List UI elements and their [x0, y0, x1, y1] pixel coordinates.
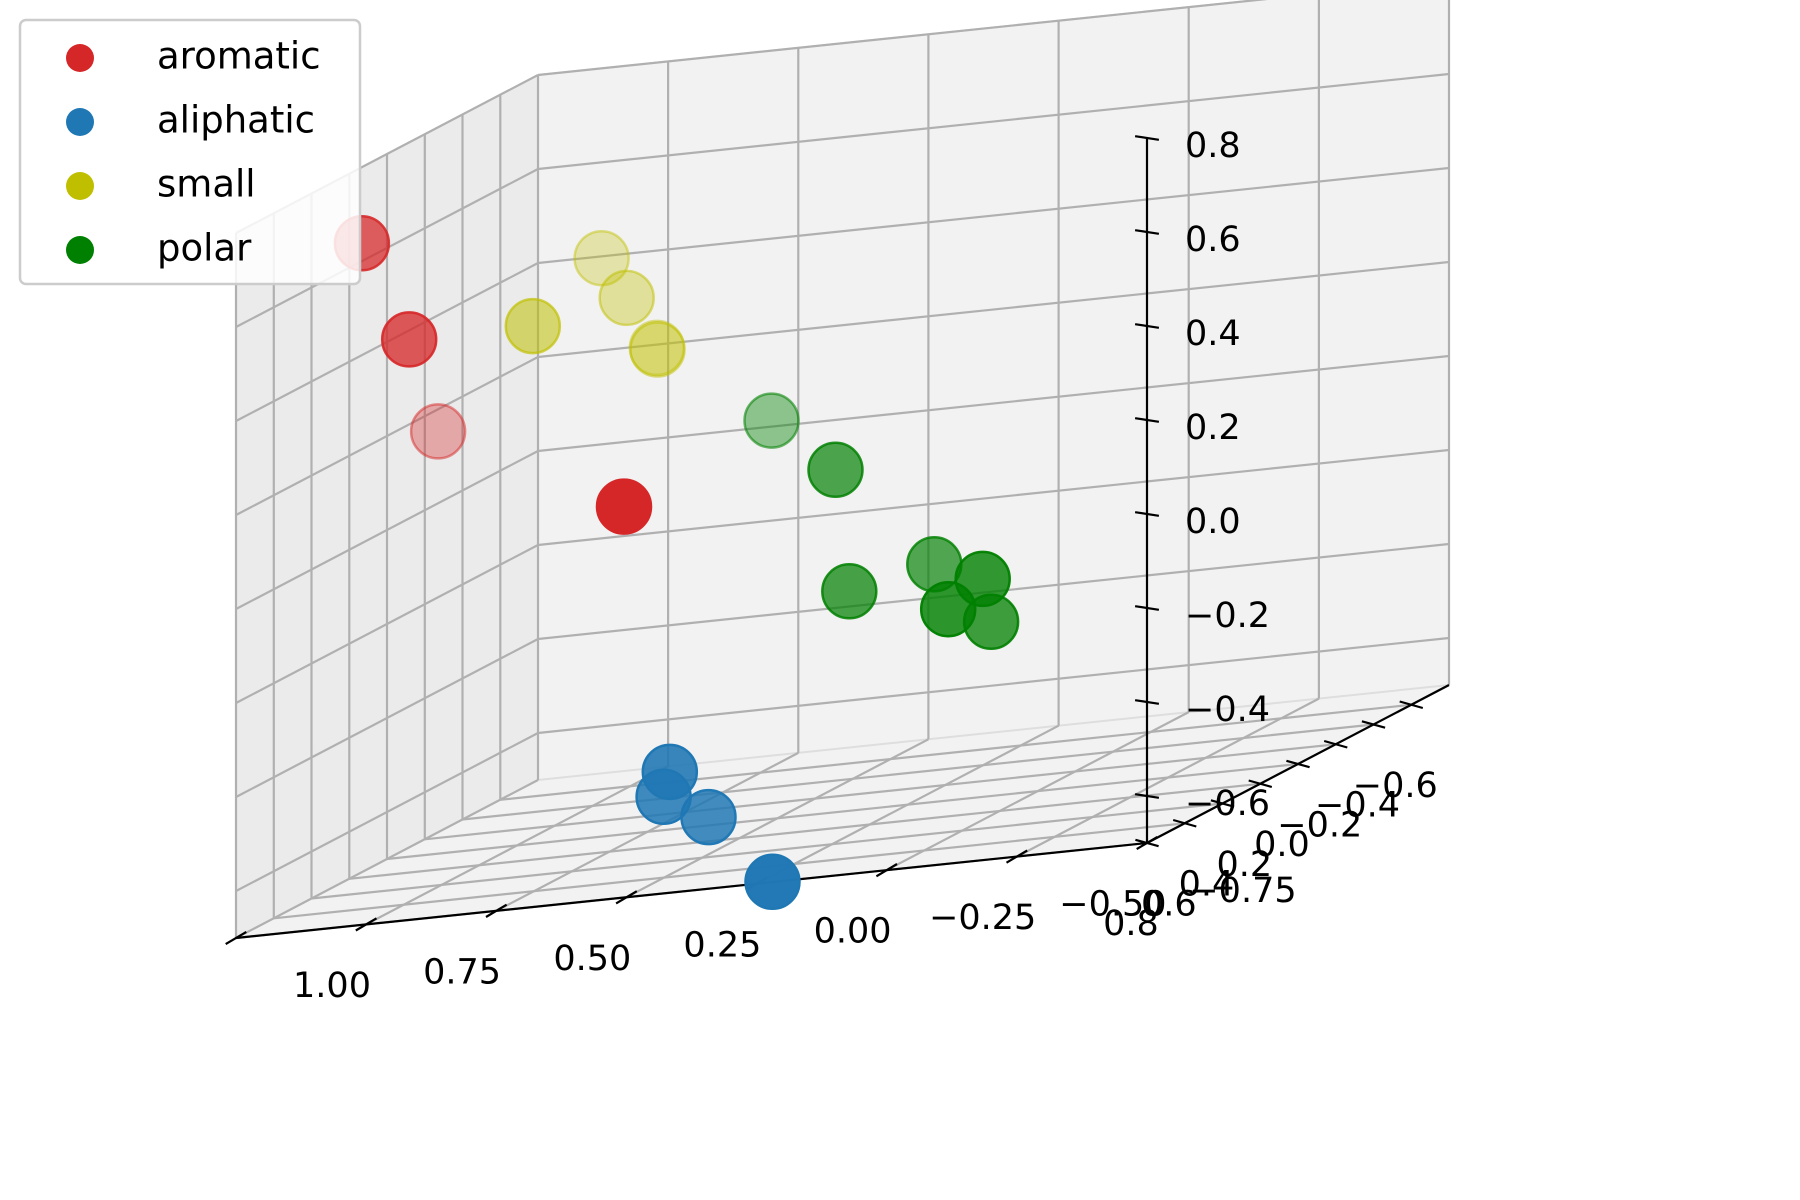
x-axis-tick — [1172, 818, 1197, 828]
legend-marker-aliphatic — [66, 108, 94, 136]
y-gridline — [625, 738, 929, 899]
z-axis-tick — [1134, 511, 1160, 517]
y-axis-tick — [615, 890, 638, 905]
z-axis-tick — [1134, 229, 1160, 235]
legend-label-polar: polar — [157, 227, 252, 270]
axis-lines: −0.6−0.4−0.20.00.20.40.60.8−0.75−0.50−0.… — [225, 126, 1450, 1006]
x-axis-tick-label: −0.4 — [1315, 786, 1400, 826]
y-axis-tick — [1005, 849, 1028, 864]
data-point-aliphatic — [744, 853, 801, 911]
z-gridline — [537, 166, 1450, 265]
x-gridline — [273, 822, 1185, 920]
z-gridline — [537, 354, 1450, 453]
y-gridline — [235, 779, 539, 939]
y-axis-tick — [225, 930, 247, 946]
x-axis-tick — [1248, 779, 1273, 789]
x-axis-tick — [1286, 759, 1310, 769]
z-axis-tick-label: 0.0 — [1185, 502, 1241, 542]
y-axis-tick — [1136, 835, 1158, 851]
z-gridline — [537, 0, 1268, 77]
z-axis-tick — [1134, 417, 1160, 423]
grid-lines — [234, 0, 1451, 940]
y-axis-tick-label: 0.50 — [553, 939, 631, 979]
data-point-aliphatic — [641, 743, 699, 801]
legend-marker-aromatic — [66, 44, 94, 72]
x-axis-tick-label: 0.8 — [1103, 904, 1159, 944]
z-axis-tick — [1134, 605, 1160, 611]
x-axis-tick — [1323, 739, 1348, 749]
data-points — [333, 215, 1020, 911]
x-gridline — [311, 802, 1223, 900]
legend-label-aromatic: aromatic — [157, 35, 321, 78]
y-gridline — [365, 765, 669, 926]
x-axis-tick-label: −0.6 — [1353, 766, 1438, 806]
y-axis-tick-label: −0.75 — [1189, 871, 1296, 911]
z-gridline — [537, 636, 1450, 735]
data-point-polar — [743, 392, 800, 449]
z-gridline — [537, 448, 1450, 547]
legend-label-aliphatic: aliphatic — [157, 99, 315, 142]
z-axis-tick — [1134, 793, 1160, 799]
z-gridline — [235, 450, 539, 610]
y-gridline — [756, 724, 1060, 885]
y-axis-tick-label: 0.75 — [423, 952, 501, 992]
legend: aromatic aliphatic small polar — [18, 18, 362, 286]
legend-label-small: small — [157, 163, 256, 206]
z-axis-tick — [1134, 323, 1160, 329]
z-axis-tick-label: 0.6 — [1185, 220, 1241, 260]
z-axis-tick-label: −0.2 — [1185, 596, 1270, 636]
x-axis-tick — [1210, 799, 1235, 808]
y-axis-tick-label: 0.25 — [683, 925, 761, 965]
z-axis-tick-label: 0.8 — [1185, 126, 1241, 166]
y-axis-tick — [485, 903, 508, 918]
y-axis-tick-label: 0.00 — [814, 912, 892, 952]
data-point-small — [504, 297, 562, 355]
data-point-polar — [919, 580, 977, 638]
z-axis-tick-label: −0.6 — [1185, 784, 1270, 824]
z-gridline — [537, 72, 1450, 171]
data-point-aromatic — [380, 311, 438, 368]
y-gridline — [495, 751, 799, 912]
x-axis-tick-label: −0.2 — [1277, 805, 1362, 845]
z-gridline — [235, 544, 539, 704]
z-gridline — [537, 260, 1450, 359]
legend-box — [18, 18, 362, 286]
z-axis-tick-label: −0.4 — [1185, 690, 1270, 730]
y-axis-tick-label: −0.25 — [929, 898, 1036, 938]
data-point-small — [598, 269, 655, 327]
z-axis-tick-label: 0.4 — [1185, 314, 1241, 354]
y-axis-tick — [355, 917, 378, 932]
y-axis-tick-label: 1.00 — [293, 966, 371, 1006]
z-gridline — [235, 356, 539, 516]
x-axis-tick-label: 0.0 — [1254, 825, 1310, 865]
x-gridline — [349, 782, 1261, 880]
x-axis-tick-label: 0.2 — [1216, 845, 1272, 885]
z-gridline — [235, 638, 539, 798]
legend-marker-small — [66, 172, 94, 200]
y-gridline — [1016, 697, 1320, 858]
z-axis-tick-label: 0.2 — [1185, 408, 1241, 448]
data-point-polar — [821, 563, 878, 620]
legend-marker-polar — [66, 236, 94, 264]
x-gridline — [462, 723, 1374, 821]
data-point-small — [629, 321, 686, 378]
z-axis-tick — [1134, 135, 1160, 141]
z-axis-tick — [1134, 699, 1160, 705]
x-axis-tick — [1361, 720, 1386, 729]
x-gridline — [424, 743, 1336, 841]
x-axis-tick — [1399, 700, 1424, 710]
y-gridline — [886, 711, 1190, 872]
left-wall-pane — [538, 0, 1449, 780]
data-point-polar — [807, 441, 864, 499]
y-axis-tick-label: −0.50 — [1059, 885, 1166, 925]
x-axis-tick-label: 0.4 — [1179, 865, 1235, 905]
data-point-aromatic — [409, 403, 467, 460]
y-axis-line — [235, 841, 1148, 940]
y-axis-tick — [875, 863, 898, 878]
z-gridline — [235, 732, 539, 892]
x-axis-tick-label: 0.6 — [1141, 884, 1197, 924]
data-point-aromatic — [595, 478, 653, 535]
